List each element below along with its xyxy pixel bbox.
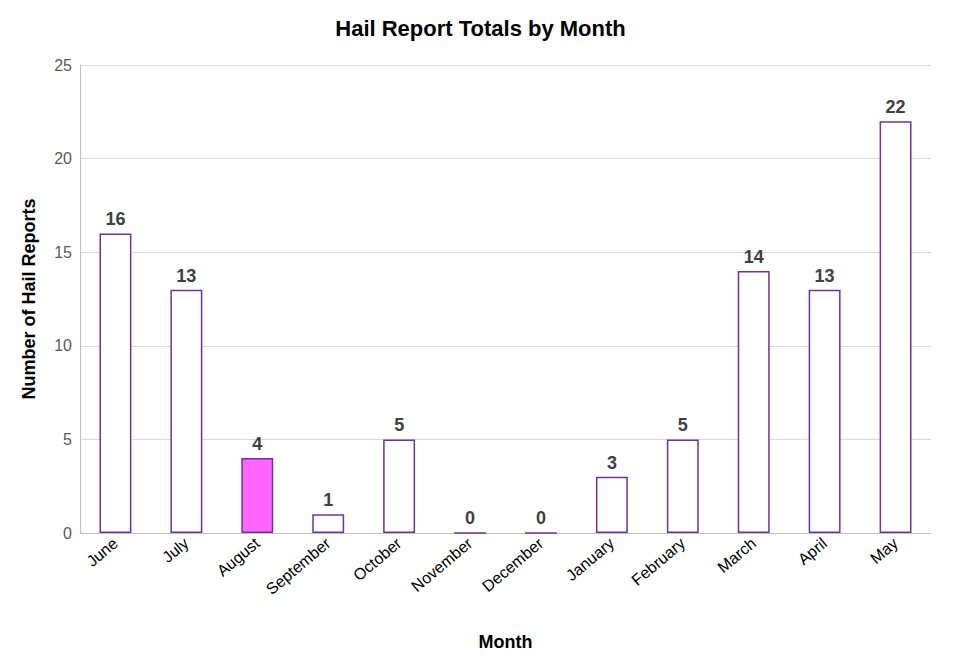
svg-text:December: December: [479, 534, 547, 595]
svg-text:5: 5: [63, 431, 72, 448]
svg-text:20: 20: [54, 150, 72, 167]
svg-text:May: May: [867, 534, 901, 566]
svg-text:4: 4: [252, 434, 262, 454]
svg-text:June: June: [83, 534, 121, 569]
svg-text:February: February: [628, 534, 688, 588]
svg-text:September: September: [263, 534, 334, 598]
svg-text:Month: Month: [479, 632, 533, 652]
svg-text:Number of Hail Reports: Number of Hail Reports: [19, 198, 39, 399]
svg-text:0: 0: [63, 525, 72, 542]
svg-text:14: 14: [744, 247, 764, 267]
svg-text:1: 1: [323, 490, 333, 510]
svg-text:15: 15: [54, 244, 72, 261]
svg-text:0: 0: [536, 508, 546, 528]
svg-text:13: 13: [176, 266, 196, 286]
svg-text:November: November: [408, 534, 476, 595]
svg-text:August: August: [214, 534, 264, 579]
svg-text:22: 22: [886, 97, 906, 117]
svg-text:April: April: [795, 534, 830, 568]
svg-text:3: 3: [607, 453, 617, 473]
svg-text:March: March: [714, 534, 759, 576]
svg-text:0: 0: [465, 508, 475, 528]
svg-text:July: July: [159, 534, 192, 565]
svg-text:5: 5: [394, 415, 404, 435]
svg-text:13: 13: [815, 266, 835, 286]
svg-text:October: October: [350, 534, 405, 584]
svg-text:Hail Report Totals by Month: Hail Report Totals by Month: [335, 16, 625, 41]
svg-text:10: 10: [54, 337, 72, 354]
svg-text:5: 5: [678, 415, 688, 435]
svg-text:16: 16: [105, 209, 125, 229]
svg-text:25: 25: [54, 57, 72, 74]
svg-text:January: January: [563, 534, 618, 584]
